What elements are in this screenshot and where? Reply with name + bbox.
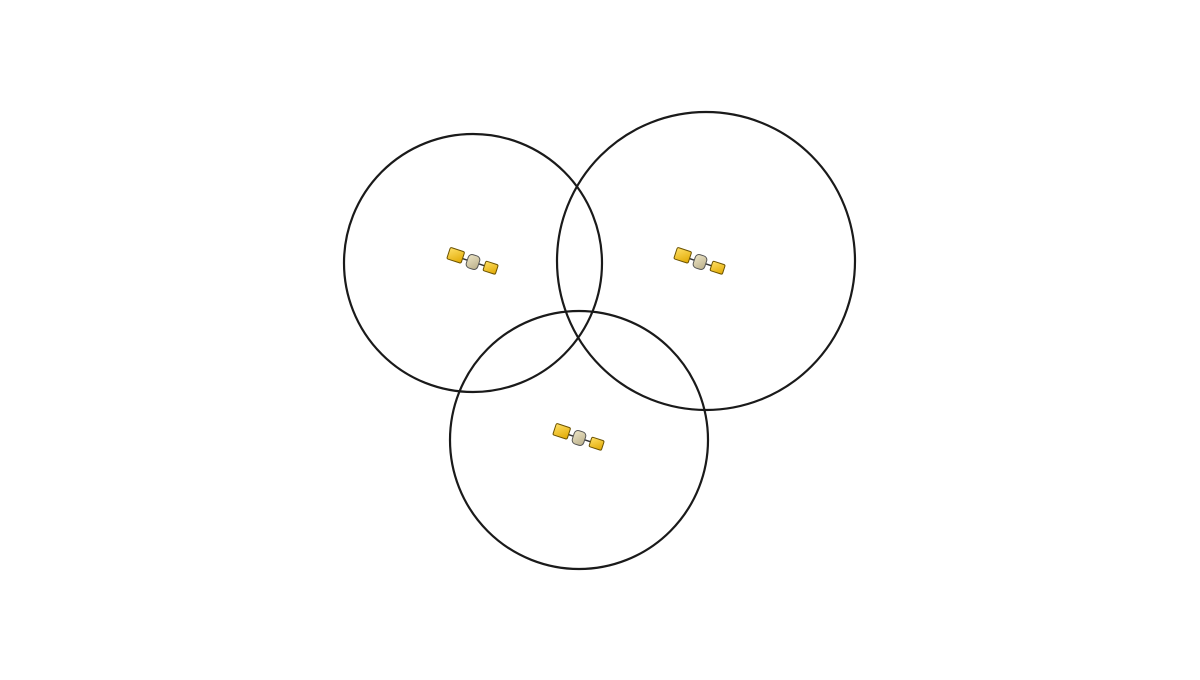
satellite-icon xyxy=(673,247,726,275)
satellite-icon xyxy=(552,423,605,451)
coverage-circle-right xyxy=(555,110,857,412)
coverage-circle-bottom xyxy=(448,309,710,571)
satellite-icon xyxy=(446,247,499,275)
coverage-circle-left xyxy=(342,132,604,394)
